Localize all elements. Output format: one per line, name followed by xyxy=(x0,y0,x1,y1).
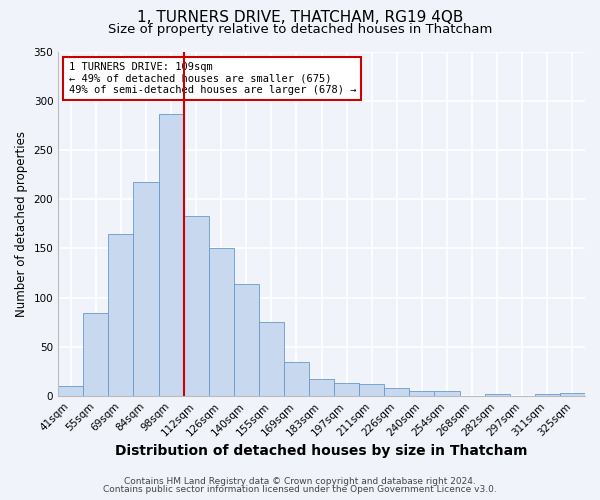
Bar xyxy=(359,384,385,396)
Bar xyxy=(109,234,133,396)
Bar xyxy=(334,384,359,396)
Bar xyxy=(58,386,83,396)
Y-axis label: Number of detached properties: Number of detached properties xyxy=(15,131,28,317)
Bar xyxy=(409,392,434,396)
Bar xyxy=(385,388,409,396)
Bar xyxy=(259,322,284,396)
Bar xyxy=(284,362,309,396)
Bar xyxy=(309,380,334,396)
Bar xyxy=(133,182,158,396)
Bar xyxy=(209,248,234,396)
Bar xyxy=(158,114,184,396)
X-axis label: Distribution of detached houses by size in Thatcham: Distribution of detached houses by size … xyxy=(115,444,528,458)
Bar xyxy=(234,284,259,396)
Bar xyxy=(83,312,109,396)
Bar xyxy=(434,392,460,396)
Bar xyxy=(184,216,209,396)
Text: 1, TURNERS DRIVE, THATCHAM, RG19 4QB: 1, TURNERS DRIVE, THATCHAM, RG19 4QB xyxy=(137,10,463,25)
Bar xyxy=(535,394,560,396)
Text: 1 TURNERS DRIVE: 109sqm
← 49% of detached houses are smaller (675)
49% of semi-d: 1 TURNERS DRIVE: 109sqm ← 49% of detache… xyxy=(69,62,356,95)
Text: Contains public sector information licensed under the Open Government Licence v3: Contains public sector information licen… xyxy=(103,485,497,494)
Bar xyxy=(560,394,585,396)
Bar xyxy=(485,394,510,396)
Text: Contains HM Land Registry data © Crown copyright and database right 2024.: Contains HM Land Registry data © Crown c… xyxy=(124,477,476,486)
Text: Size of property relative to detached houses in Thatcham: Size of property relative to detached ho… xyxy=(108,22,492,36)
